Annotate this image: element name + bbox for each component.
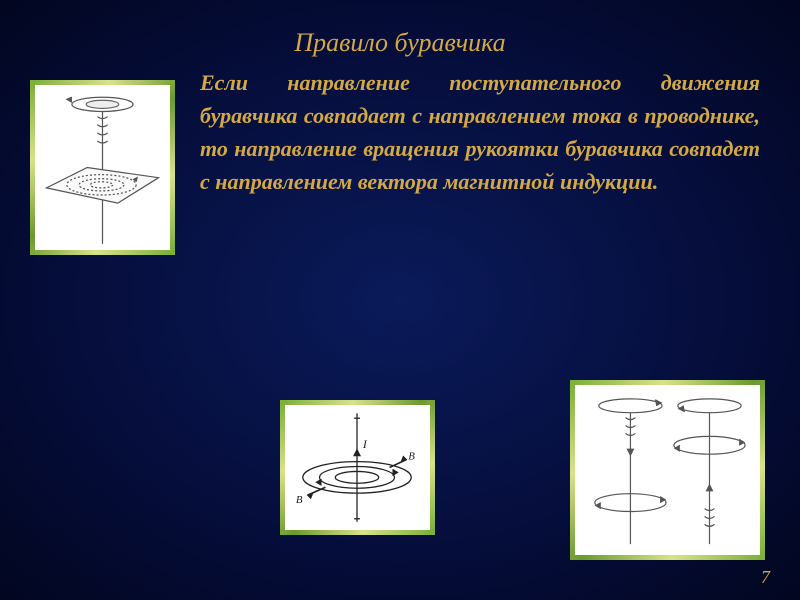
svg-text:B: B [408, 451, 415, 463]
slide-title: Правило буравчика [0, 0, 800, 66]
svg-text:I: I [362, 437, 368, 451]
svg-text:B: B [296, 494, 303, 506]
figure-wire-contours: I B B [280, 400, 435, 535]
figure-two-gimlets [570, 380, 765, 560]
page-number: 7 [761, 567, 770, 588]
figure-gimlet-plane [30, 80, 175, 255]
